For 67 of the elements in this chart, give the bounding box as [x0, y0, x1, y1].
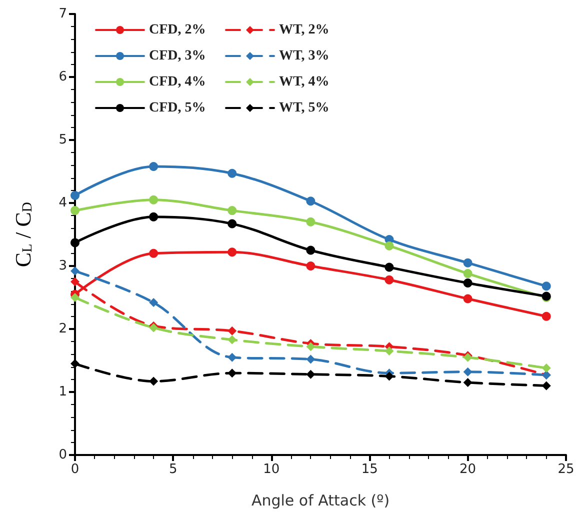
point: [542, 381, 551, 390]
x-tick-label: 10: [263, 462, 280, 477]
legend-label: WT, 4%: [279, 74, 330, 90]
y-tick-label: 1: [58, 384, 67, 400]
point: [149, 162, 158, 171]
point: [463, 269, 472, 278]
point: [70, 238, 80, 248]
legend-label: WT, 2%: [279, 22, 330, 38]
point: [228, 352, 237, 362]
x-tick-label: 5: [169, 462, 178, 477]
x-tick-label: 15: [361, 462, 378, 477]
point: [384, 275, 394, 284]
point: [384, 262, 394, 272]
x-tick-label: 0: [70, 462, 80, 477]
y-tick-label: 2: [58, 322, 67, 336]
x-tick-label: 20: [460, 462, 476, 477]
point: [70, 190, 80, 200]
point: [70, 266, 80, 276]
point: [542, 312, 551, 321]
point: [463, 278, 472, 288]
legend-label: CFD, 3%: [149, 48, 206, 64]
point: [306, 262, 316, 270]
point: [306, 342, 316, 352]
legend-label: CFD, 5%: [149, 100, 206, 116]
y-tick-label: 7: [58, 6, 67, 22]
y-tick-label: 3: [58, 258, 67, 274]
point: [306, 354, 316, 364]
point: [463, 258, 472, 268]
point: [149, 195, 158, 204]
point: [306, 196, 316, 206]
point: [70, 293, 80, 302]
point: [70, 206, 80, 216]
point: [384, 346, 394, 356]
point: [228, 335, 237, 344]
y-axis-title: CL / CD: [10, 202, 36, 268]
x-tick-label: 25: [558, 462, 574, 477]
y-tick-label: 5: [58, 132, 67, 148]
y-tick-label: 4: [58, 196, 67, 210]
point: [70, 277, 80, 286]
point: [384, 372, 394, 381]
point: [542, 282, 551, 291]
point: [228, 248, 237, 257]
point: [228, 326, 237, 336]
point: [463, 367, 472, 376]
legend-label: CFD, 2%: [149, 22, 206, 38]
point: [70, 359, 80, 368]
point: [228, 219, 237, 228]
legend-label: WT, 5%: [279, 100, 330, 116]
y-tick-label: 6: [58, 70, 67, 84]
point: [542, 364, 551, 373]
y-tick-label: 0: [58, 448, 67, 462]
x-axis-title: Angle of Attack (º): [251, 492, 390, 510]
point: [384, 241, 394, 250]
point: [149, 212, 158, 222]
point: [149, 376, 158, 386]
point: [463, 378, 472, 388]
point: [228, 368, 237, 378]
point: [149, 248, 158, 258]
legend-label: CFD, 4%: [149, 74, 206, 90]
point: [306, 246, 316, 255]
point: [228, 206, 237, 216]
point: [463, 294, 472, 304]
point: [306, 370, 316, 379]
point: [306, 217, 316, 226]
legend-label: WT, 3%: [279, 48, 330, 64]
point: [149, 298, 158, 308]
point: [228, 168, 237, 178]
